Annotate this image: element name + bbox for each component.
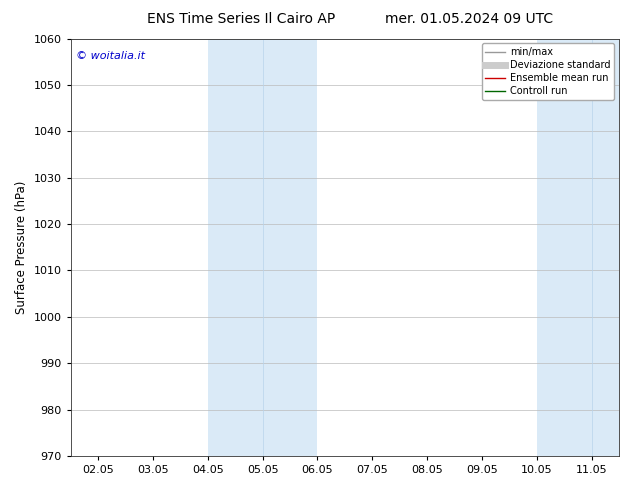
Text: mer. 01.05.2024 09 UTC: mer. 01.05.2024 09 UTC <box>385 12 553 26</box>
Y-axis label: Surface Pressure (hPa): Surface Pressure (hPa) <box>15 181 28 314</box>
Text: ENS Time Series Il Cairo AP: ENS Time Series Il Cairo AP <box>147 12 335 26</box>
Bar <box>208 39 318 456</box>
Text: © woitalia.it: © woitalia.it <box>76 51 145 61</box>
Legend: min/max, Deviazione standard, Ensemble mean run, Controll run: min/max, Deviazione standard, Ensemble m… <box>482 44 614 100</box>
Bar <box>537 39 619 456</box>
